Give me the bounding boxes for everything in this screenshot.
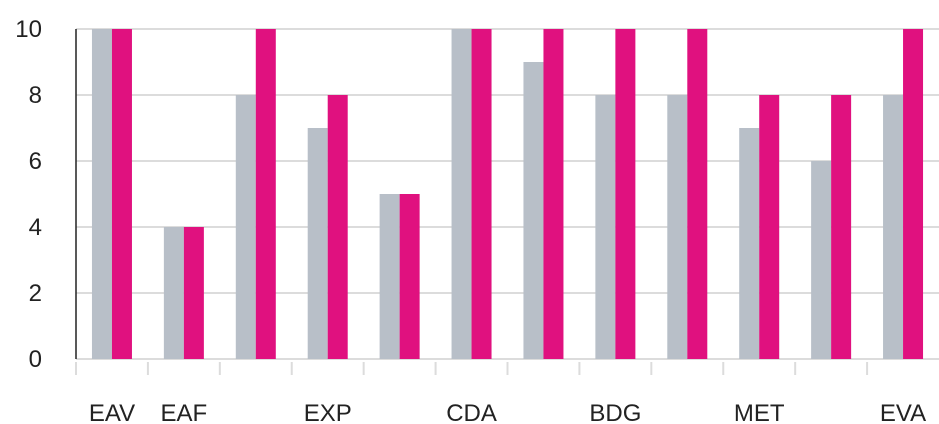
- y-tick-label: 0: [29, 346, 42, 373]
- y-tick-label: 2: [29, 280, 42, 307]
- x-category-label: MET: [734, 400, 785, 424]
- bar: [399, 194, 420, 359]
- axes: [75, 29, 869, 375]
- bar: [451, 29, 472, 359]
- bar: [595, 95, 616, 359]
- bar: [543, 29, 564, 359]
- bar: [235, 95, 256, 359]
- bar: [471, 29, 492, 359]
- bar: [811, 161, 832, 359]
- y-tick-label: 8: [29, 82, 42, 109]
- bar: [111, 29, 132, 359]
- bar: [667, 95, 688, 359]
- x-category-label: EAF: [161, 400, 208, 424]
- bar: [615, 29, 636, 359]
- bar: [307, 128, 328, 359]
- bar: [183, 227, 204, 359]
- bar: [739, 128, 760, 359]
- bar: [759, 95, 780, 359]
- y-tick-label: 6: [29, 148, 42, 175]
- y-tick-label: 10: [15, 16, 42, 43]
- bar: [523, 62, 544, 359]
- x-category-label: EVA: [880, 400, 926, 424]
- bar: [831, 95, 852, 359]
- bar: [255, 29, 276, 359]
- x-category-label: EAV: [89, 400, 135, 424]
- y-tick-labels: 0 2 4 6 8 10: [15, 16, 42, 373]
- bar: [687, 29, 708, 359]
- bar: [379, 194, 400, 359]
- x-category-label: CDA: [446, 400, 497, 424]
- x-category-label: BDG: [589, 400, 641, 424]
- bar: [903, 29, 924, 359]
- x-category-label: EXP: [304, 400, 352, 424]
- x-category-labels: EAV EAF EXP CDA BDG MET EVA: [89, 400, 926, 424]
- bars: [91, 29, 924, 359]
- bar: [327, 95, 348, 359]
- gridlines: [76, 28, 939, 360]
- y-tick-label: 4: [29, 214, 42, 241]
- bar: [91, 29, 112, 359]
- bar: [163, 227, 184, 359]
- bar: [883, 95, 904, 359]
